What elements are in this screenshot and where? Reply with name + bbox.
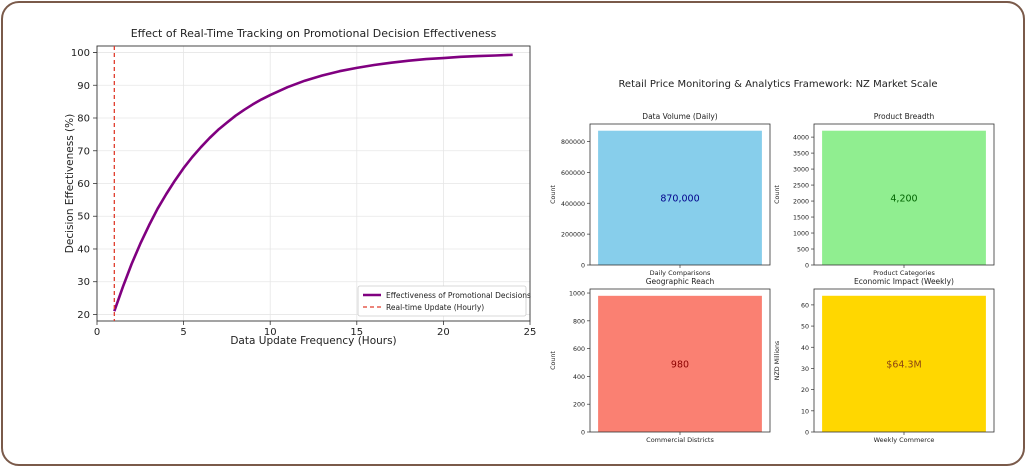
line-chart-x-tick-label: 25 [524,327,537,338]
subplot-y-tick-label: 3500 [793,151,809,158]
bar [822,130,986,265]
line-chart-x-tick-label: 5 [180,327,186,338]
subplot-y-tick-label: 800000 [561,139,585,146]
subplot-y-tick-label: 200 [573,402,585,409]
subplot-y-tick-label: 2500 [793,183,809,190]
subplot-y-tick-label: 1000 [569,291,585,298]
subplot-y-tick-label: 1500 [793,215,809,222]
line-chart-y-tick-label: 60 [77,179,90,190]
subplot-y-tick-label: 40 [801,345,809,352]
subplot-title: Economic Impact (Weekly) [854,277,954,286]
subplot-y-tick-label: 400 [573,374,585,381]
subplot-y-tick-label: 200000 [561,232,585,239]
subplot-y-tick-label: 3000 [793,167,809,174]
subplot-y-tick-label: 600 [573,346,585,353]
subplot-category-label: Weekly Commerce [874,436,935,444]
subplot-y-axis-label: Count [550,351,557,370]
subplot-category-label: Product Categories [873,269,935,277]
subplot-y-tick-label: 20 [801,387,809,394]
subplot-y-tick-label: 1000 [793,231,809,238]
effectiveness-curve [113,53,513,312]
line-chart-y-tick-label: 80 [77,114,90,125]
line-chart-y-axis-label: Decision Effectiveness (%) [64,114,76,253]
subplot-title: Data Volume (Daily) [642,112,717,121]
line-chart-y-tick-label: 100 [71,48,90,59]
subplot-category-label: Commercial Districts [646,436,714,444]
subplot-y-tick-label: 0 [805,430,809,437]
line-chart-y-tick-label: 50 [77,212,90,223]
subplot-y-tick-label: 800 [573,318,585,325]
subplot-y-tick-label: 600000 [561,170,585,177]
bar-value-label: 870,000 [660,193,699,204]
subplot-y-tick-label: 10 [801,408,809,415]
bar-value-label: $64.3M [886,359,921,370]
line-chart-x-tick-label: 0 [94,327,100,338]
line-chart-legend [357,285,527,317]
legend-label-effectiveness: Effectiveness of Promotional Decisions [386,291,531,300]
bar-figure-suptitle: Retail Price Monitoring & Analytics Fram… [618,79,937,90]
subplot-title: Geographic Reach [646,277,715,286]
bar [822,295,986,432]
subplot-y-tick-label: 0 [805,263,809,270]
subplot-y-axis-label: Count [774,185,781,204]
subplot-y-tick-label: 0 [581,430,585,437]
legend-label-realtime: Real-time Update (Hourly) [386,303,484,312]
line-chart-x-tick-label: 20 [437,327,450,338]
subplot-y-tick-label: 0 [581,263,585,270]
subplot-y-tick-label: 2000 [793,199,809,206]
line-chart-x-tick-label: 15 [350,327,363,338]
line-chart-y-tick-label: 90 [77,81,90,92]
bar [598,295,762,432]
subplot-y-axis-label: NZD Millions [774,341,781,380]
subplot-y-tick-label: 50 [801,324,809,331]
line-chart-y-tick-label: 30 [77,277,90,288]
line-chart-x-axis-label: Data Update Frequency (Hours) [230,335,396,347]
bar-value-label: 980 [671,359,689,370]
figure-canvas: Effect of Real-Time Tracking on Promotio… [64,27,995,444]
line-chart-y-tick-label: 40 [77,244,90,255]
line-chart-y-tick-label: 70 [77,146,90,157]
subplot-y-tick-label: 4000 [793,135,809,142]
subplot-y-tick-label: 400000 [561,201,585,208]
subplot-y-tick-label: 500 [797,247,809,254]
bar [598,130,762,265]
bar-value-label: 4,200 [890,193,917,204]
subplot-title: Product Breadth [874,112,935,121]
subplot-y-tick-label: 60 [801,302,809,309]
line-chart-y-tick-label: 20 [77,310,90,321]
line-chart-title: Effect of Real-Time Tracking on Promotio… [131,27,497,40]
subplot-y-tick-label: 30 [801,366,809,373]
subplot-category-label: Daily Comparisons [650,269,711,277]
line-chart-x-tick-label: 10 [264,327,277,338]
subplot-y-axis-label: Count [550,185,557,204]
